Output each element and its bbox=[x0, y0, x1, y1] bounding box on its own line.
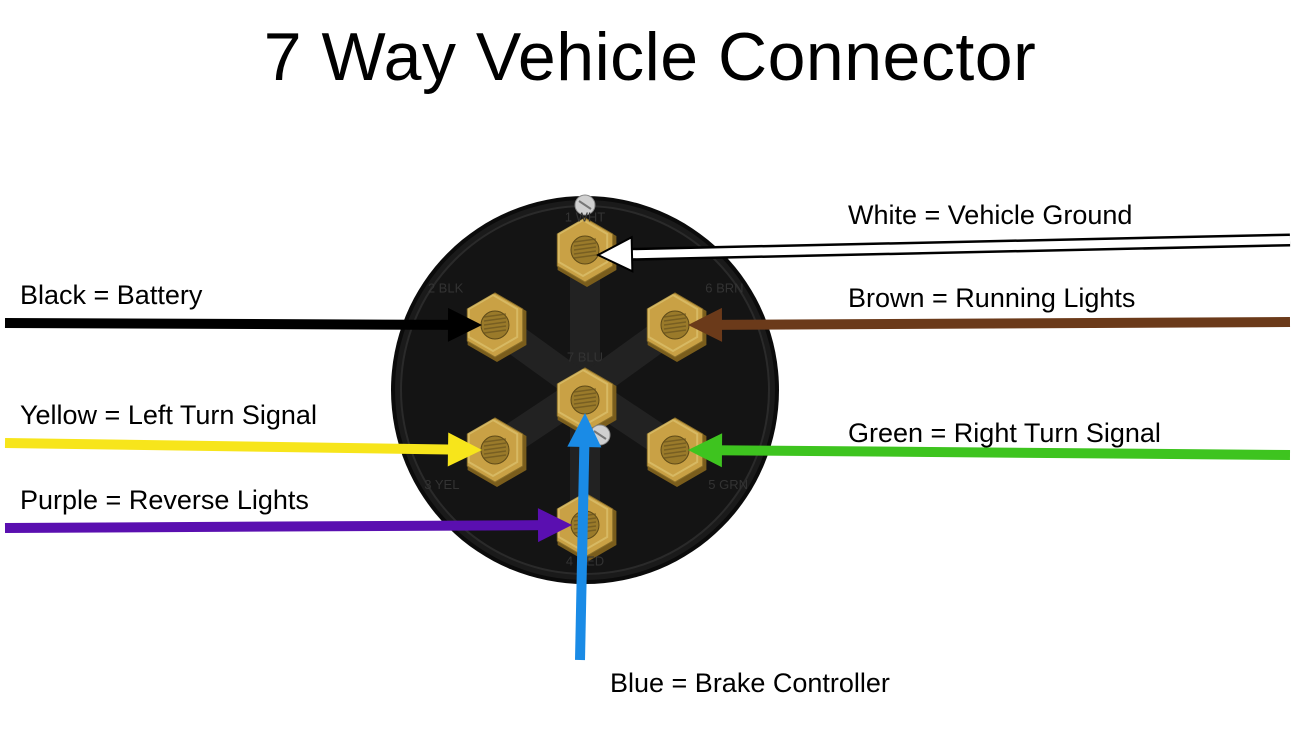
connector-rib bbox=[585, 390, 675, 450]
pin-emboss-brown: 6 BRN bbox=[705, 281, 743, 296]
diagram-stage: 7 Way Vehicle Connector 1 WHT 2 BLK 6 BRN 3… bbox=[0, 0, 1300, 730]
wire-blue bbox=[567, 413, 601, 660]
pin-emboss-green: 5 GRN bbox=[708, 477, 748, 492]
pin-emboss-white: 1 WHT bbox=[565, 209, 606, 224]
pin-emboss-purple: 4 RED bbox=[566, 553, 604, 568]
label-black: Black = Battery bbox=[20, 280, 202, 311]
connector-groove bbox=[401, 206, 769, 574]
wire-yellow bbox=[5, 433, 482, 467]
connector-rib bbox=[585, 325, 675, 390]
connector-rib bbox=[495, 390, 585, 450]
label-green: Green = Right Turn Signal bbox=[848, 418, 1161, 449]
pin-emboss-yellow: 3 YEL bbox=[424, 477, 459, 492]
pin-brown bbox=[647, 293, 706, 362]
pin-white bbox=[557, 218, 616, 287]
screw bbox=[590, 425, 610, 445]
pin-emboss-black: 2 BLK bbox=[428, 281, 464, 296]
diagram-svg: 1 WHT 2 BLK 6 BRN 3 YEL 5 GRN 4 RED 7 BLU bbox=[0, 0, 1300, 730]
label-blue: Blue = Brake Controller bbox=[610, 668, 890, 699]
pin-emboss-blue: 7 BLU bbox=[567, 349, 603, 364]
connector-body bbox=[395, 200, 775, 580]
wire-white bbox=[598, 237, 1290, 271]
label-white: White = Vehicle Ground bbox=[848, 200, 1132, 231]
pin-blue bbox=[557, 368, 616, 437]
pin-black bbox=[467, 293, 526, 362]
connector-rim bbox=[391, 196, 779, 584]
label-yellow: Yellow = Left Turn Signal bbox=[20, 400, 317, 431]
screw bbox=[575, 195, 595, 215]
pin-green bbox=[647, 418, 706, 487]
diagram-title: 7 Way Vehicle Connector bbox=[0, 18, 1300, 96]
wire-black bbox=[5, 308, 482, 342]
label-purple: Purple = Reverse Lights bbox=[20, 485, 309, 516]
pin-purple bbox=[557, 493, 616, 562]
pin-yellow bbox=[467, 418, 526, 487]
connector-rib bbox=[495, 325, 585, 390]
connector-body-inner bbox=[401, 206, 769, 574]
label-brown: Brown = Running Lights bbox=[848, 283, 1135, 314]
